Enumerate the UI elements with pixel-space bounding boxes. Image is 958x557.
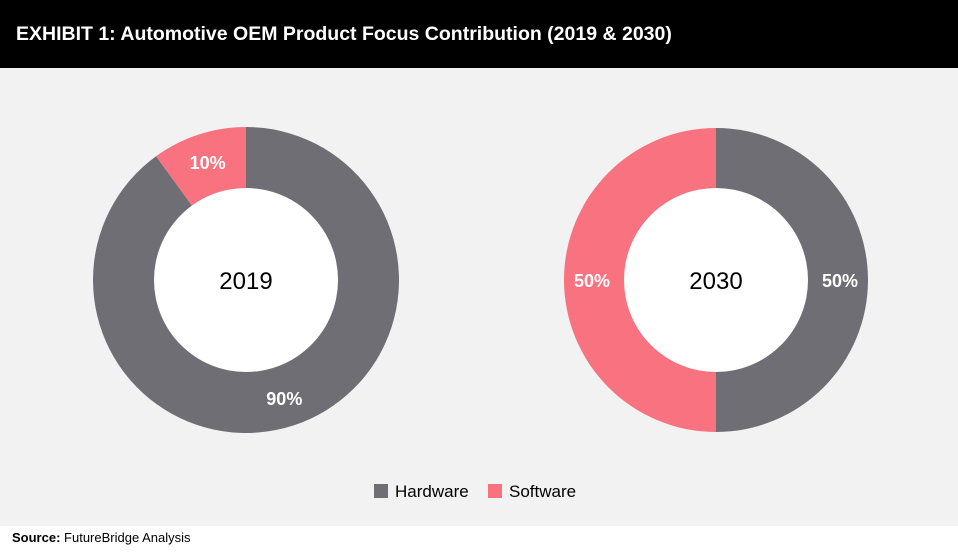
donut-hole-2019: [154, 188, 338, 372]
donut-center-label-2019: 2019: [219, 268, 272, 295]
legend-swatch-software: [488, 484, 502, 498]
donut-hole-2030: [624, 188, 808, 372]
chart-title: EXHIBIT 1: Automotive OEM Product Focus …: [0, 0, 958, 68]
data-label-2030-software: 50%: [574, 271, 610, 291]
legend-label-hardware: Hardware: [395, 482, 469, 501]
source-label: Source:: [12, 530, 61, 545]
source-text: FutureBridge Analysis: [64, 530, 191, 545]
data-label-2030-hardware: 50%: [822, 271, 858, 291]
data-label-2019-software: 10%: [190, 153, 226, 173]
data-label-2019-hardware: 90%: [266, 389, 302, 409]
legend-swatch-hardware: [374, 484, 388, 498]
donut-center-label-2030: 2030: [689, 268, 742, 295]
source-note: Source: FutureBridge Analysis: [12, 530, 190, 545]
legend-label-software: Software: [509, 482, 576, 501]
